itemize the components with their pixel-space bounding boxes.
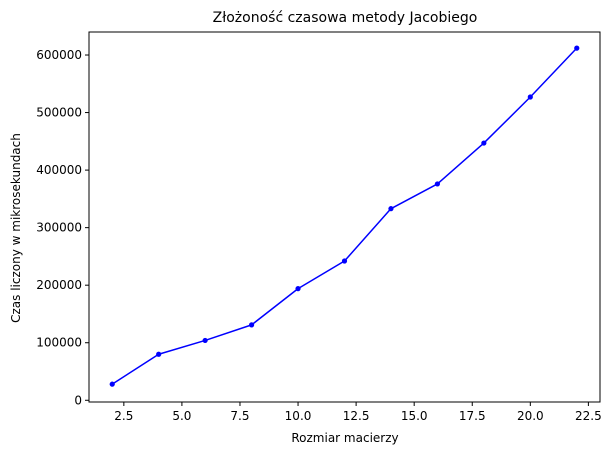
x-axis-label: Rozmiar macierzy bbox=[291, 431, 398, 445]
x-tick-label: 12.5 bbox=[343, 409, 370, 423]
y-tick-label: 0 bbox=[74, 393, 82, 407]
y-tick-label: 600000 bbox=[36, 48, 82, 62]
data-point bbox=[481, 140, 487, 146]
data-point bbox=[388, 206, 394, 212]
chart-title: Złożoność czasowa metody Jacobiego bbox=[213, 10, 478, 26]
x-tick-label: 22.5 bbox=[575, 409, 602, 423]
data-point bbox=[341, 258, 348, 264]
y-tick-label: 200000 bbox=[36, 278, 82, 292]
series-line bbox=[111, 47, 578, 385]
x-tick-label: 2.5 bbox=[114, 409, 133, 423]
x-tick-label: 15.0 bbox=[401, 409, 428, 423]
data-series bbox=[109, 45, 580, 387]
x-axis-ticks: 2.5 5.0 7.5 10.0 12.5 15.0 17.5 20.0 22.5 bbox=[114, 402, 602, 423]
y-tick-label: 400000 bbox=[36, 163, 82, 177]
y-axis-ticks: 0 100000 200000 300000 400000 500000 600000 bbox=[36, 48, 89, 407]
data-point bbox=[156, 351, 162, 357]
data-point bbox=[527, 94, 533, 100]
x-tick-label: 20.0 bbox=[517, 409, 544, 423]
y-axis-label: Czas liczony w mikrosekundach bbox=[9, 133, 23, 323]
x-tick-label: 7.5 bbox=[230, 409, 249, 423]
plot-area bbox=[88, 31, 601, 403]
y-tick-label: 500000 bbox=[36, 106, 82, 120]
data-point bbox=[295, 286, 301, 292]
y-tick-label: 100000 bbox=[36, 336, 82, 350]
x-tick-label: 10.0 bbox=[285, 409, 312, 423]
data-point bbox=[248, 322, 255, 328]
data-point bbox=[202, 337, 208, 344]
plot-frame bbox=[88, 31, 601, 403]
data-point bbox=[434, 181, 441, 187]
y-tick-label: 300000 bbox=[36, 221, 82, 235]
data-point bbox=[574, 45, 580, 51]
data-point bbox=[109, 381, 115, 387]
x-tick-label: 5.0 bbox=[172, 409, 191, 423]
x-tick-label: 17.5 bbox=[459, 409, 486, 423]
